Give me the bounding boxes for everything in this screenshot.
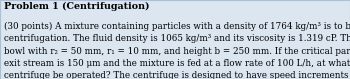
Text: centrifugation. The fluid density is 1065 kg/m³ and its viscosity is 1.319 cP. T: centrifugation. The fluid density is 106… [4, 34, 350, 43]
Text: (30 points) A mixture containing particles with a density of 1764 kg/m³ is to be: (30 points) A mixture containing particl… [4, 22, 350, 31]
Text: Problem 1 (Centrifugation): Problem 1 (Centrifugation) [4, 2, 150, 12]
Text: exit stream is 150 μm and the mixture is fed at a flow rate of 100 L/h, at what : exit stream is 150 μm and the mixture is… [4, 59, 350, 68]
Text: bowl with r₂ = 50 mm, r₁ = 10 mm, and height b = 250 mm. If the critical particl: bowl with r₂ = 50 mm, r₁ = 10 mm, and he… [4, 47, 350, 56]
Text: centrifuge be operated? The centrifuge is designed to have speed increments of 5: centrifuge be operated? The centrifuge i… [4, 71, 350, 79]
